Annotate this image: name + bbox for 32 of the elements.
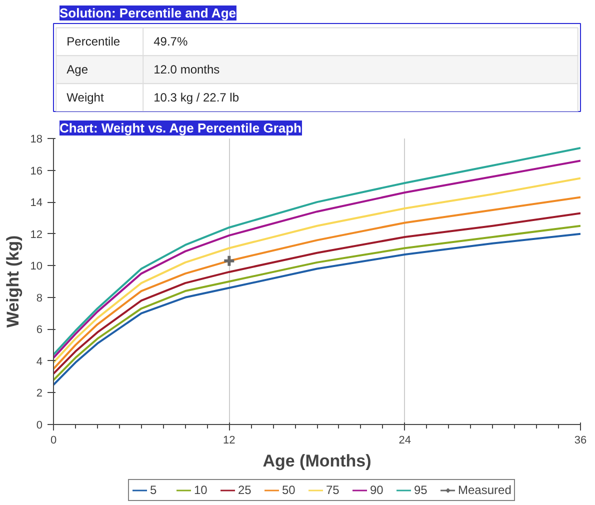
category-label: Percentile <box>66 34 120 49</box>
legend-label: 50 <box>282 483 296 497</box>
y-tick-label: 4 <box>36 356 43 368</box>
legend-label: 75 <box>326 483 340 497</box>
y-tick-label: 0 <box>36 420 43 432</box>
legend-label: 95 <box>414 483 428 497</box>
y-tick-label: 12 <box>30 228 43 241</box>
legend-label: 90 <box>370 483 384 497</box>
text: Solution: Percentile and Age <box>60 6 236 20</box>
x-tick-label: 36 <box>574 434 587 446</box>
legend-label: 10 <box>194 483 208 497</box>
x-axis-title: Age (Months) <box>262 452 372 470</box>
y-tick-label: 18 <box>30 134 43 146</box>
x-tick-label: 12 <box>223 434 236 446</box>
x-tick-label: 24 <box>398 434 411 446</box>
y-tick-label: 10 <box>30 260 43 273</box>
legend-label: 5 <box>150 483 158 497</box>
legend-label: 25 <box>238 483 252 497</box>
category-label: Age <box>66 62 88 77</box>
text: 49.7% <box>154 34 188 49</box>
y-tick-label: 14 <box>30 197 43 210</box>
legend-label: Measured <box>458 483 512 497</box>
y-tick-label: 6 <box>36 324 43 336</box>
text: 12.0 months <box>154 62 220 77</box>
y-tick-label: 2 <box>36 388 43 400</box>
chart-title: Chart: Weight vs. Age Percentile Graph <box>60 120 302 136</box>
y-tick-label: 16 <box>30 165 43 178</box>
category-label: Weight <box>66 90 104 105</box>
text: 10.3 kg / 22.7 lb <box>154 90 240 105</box>
x-tick-label: 0 <box>50 434 57 446</box>
y-axis-title: Weight (kg) <box>3 235 22 328</box>
y-tick-label: 8 <box>36 292 43 304</box>
